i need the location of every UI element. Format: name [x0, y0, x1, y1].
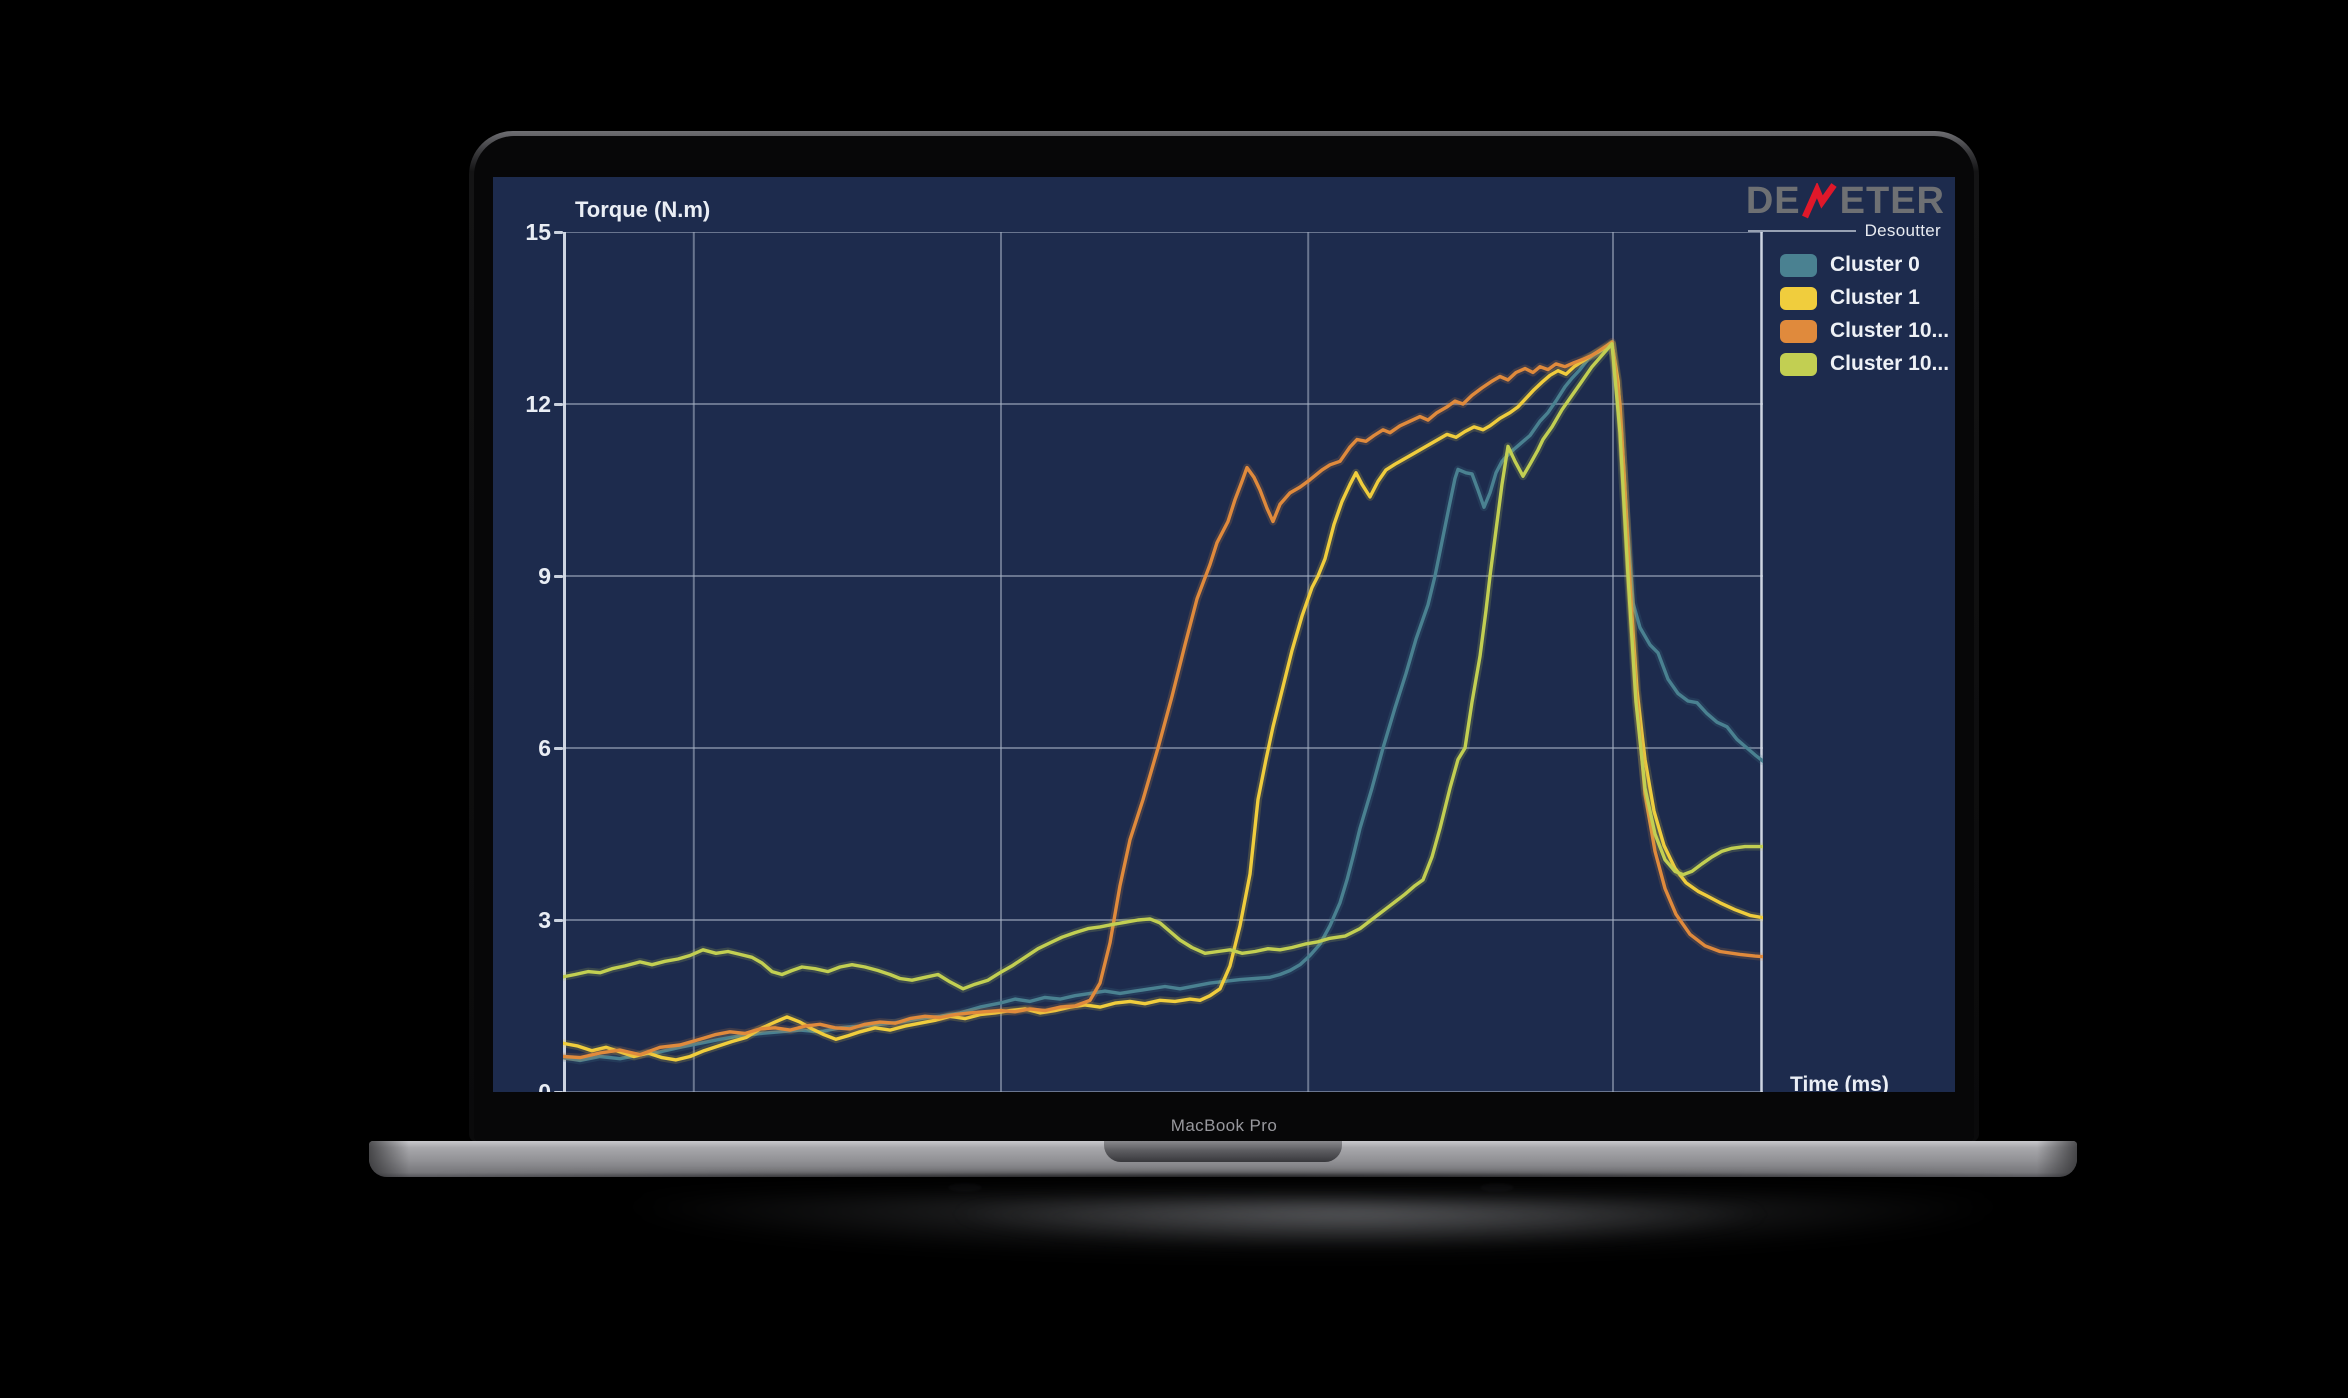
logo-zigzag-icon [1801, 183, 1837, 219]
series-glow-3 [563, 339, 1763, 993]
app-screen: Torque (N.m) Time (ms) 0 3 6 9 12 15 Cluster … [493, 177, 1955, 1092]
y-tick-label: 0 [538, 1079, 551, 1092]
table-reflection [400, 1196, 2060, 1268]
torque-line-chart [563, 232, 1763, 1092]
series-line-3 [563, 342, 1763, 991]
logo-text-left: DE [1745, 180, 1801, 222]
y-tick-mark [554, 575, 563, 578]
legend-swatch [1780, 319, 1817, 343]
y-tick-mark [554, 919, 563, 922]
desoutter-brand: Desoutter [1747, 221, 1941, 241]
legend-item[interactable]: Cluster 10... [1780, 319, 1949, 343]
y-tick-label: 3 [538, 907, 551, 933]
legend-item[interactable]: Cluster 10... [1780, 352, 1949, 376]
y-tick-mark [554, 403, 563, 406]
y-tick-mark [554, 1091, 563, 1092]
brand-sub-label: Desoutter [1864, 221, 1941, 240]
legend-swatch [1780, 352, 1817, 376]
legend-label: Cluster 1 [1830, 286, 1920, 309]
legend-label: Cluster 10... [1830, 352, 1950, 375]
legend-swatch [1780, 253, 1817, 277]
y-tick-label: 12 [525, 391, 551, 417]
base-shadow [430, 1175, 2020, 1197]
series-line-2 [563, 340, 1763, 1060]
logo-text-right: ETER [1839, 180, 1945, 222]
legend-label: Cluster 0 [1830, 253, 1920, 276]
table-reflection-highlight [700, 1205, 1800, 1251]
rubber-foot [1480, 1183, 1514, 1192]
base-left-edge [369, 1141, 409, 1177]
legend-swatch [1780, 286, 1817, 310]
demeter-logo: DE ETER [1746, 179, 1945, 223]
chart-legend: Cluster 0 Cluster 1 Cluster 10... Cluster 1… [1780, 253, 1949, 385]
legend-item[interactable]: Cluster 1 [1780, 286, 1949, 310]
macbook-model-label: MacBook Pro [1170, 1116, 1278, 1135]
y-tick-mark [554, 231, 563, 234]
base-right-edge [2037, 1141, 2077, 1177]
y-tick-label: 15 [525, 219, 551, 245]
legend-item[interactable]: Cluster 0 [1780, 253, 1949, 277]
x-axis-title: Time (ms) [1790, 1073, 1889, 1092]
y-tick-mark [554, 747, 563, 750]
lid-open-notch [1104, 1141, 1342, 1162]
legend-label: Cluster 10... [1830, 319, 1950, 342]
rubber-foot [948, 1183, 982, 1192]
series-glow-2 [563, 338, 1763, 1062]
y-tick-label: 6 [538, 735, 551, 761]
y-axis-title: Torque (N.m) [575, 197, 711, 222]
brand-rule-line [1747, 230, 1856, 232]
y-tick-label: 9 [538, 563, 551, 589]
